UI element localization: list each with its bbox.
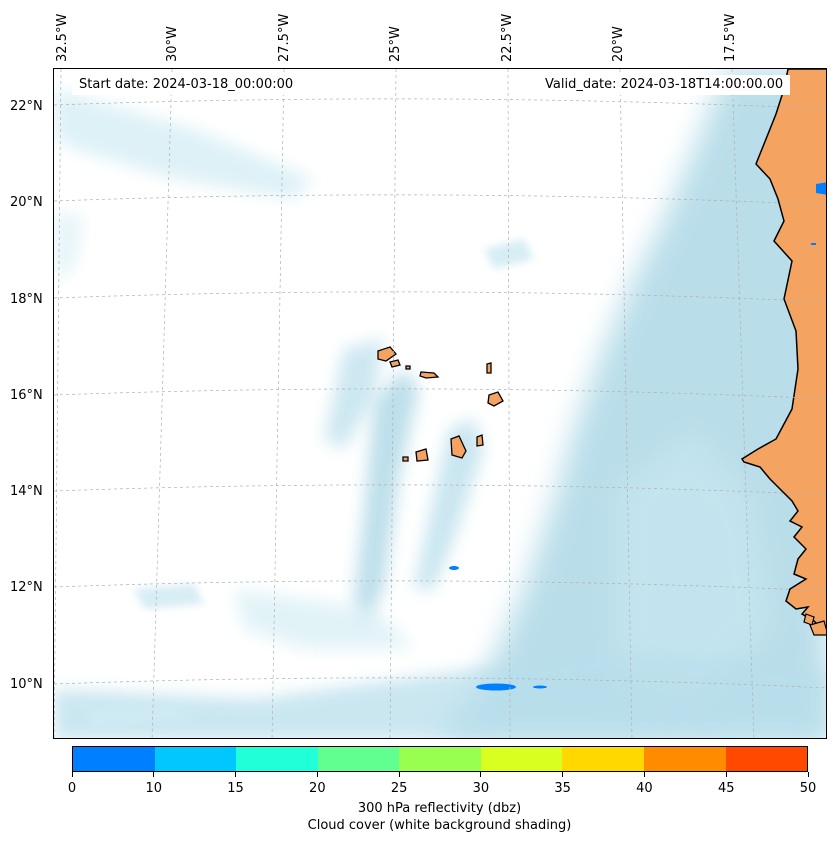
cape-verde-islands — [377, 346, 504, 462]
latitude-label: 10°N — [10, 677, 43, 692]
colorbar-tick — [480, 772, 482, 777]
latitude-label: 12°N — [10, 580, 43, 595]
colorbar-segment — [725, 747, 808, 771]
colorbar-tick-label: 40 — [636, 781, 653, 796]
reflectivity-patches — [449, 182, 826, 691]
colorbar-tick — [562, 772, 564, 777]
map-canvas — [54, 69, 826, 738]
valid-date-label: Valid_date: 2024-03-18T14:00:00.00 — [538, 75, 791, 95]
colorbar-tick-label: 50 — [799, 781, 817, 796]
colorbar-segment — [480, 747, 563, 771]
colorbar-segment — [317, 747, 400, 771]
colorbar-title: 300 hPa reflectivity (dbz) — [357, 801, 522, 816]
colorbar-segment — [236, 747, 318, 771]
latitude-label: 18°N — [10, 292, 43, 307]
latitude-label: 16°N — [10, 388, 43, 403]
map-panel — [53, 68, 827, 739]
colorbar-tick — [153, 772, 155, 777]
colorbar-tick — [398, 772, 400, 777]
colorbar-tick — [725, 772, 727, 777]
colorbar-tick-label: 10 — [145, 781, 163, 796]
colorbar-segment — [154, 747, 237, 771]
longitude-label: 30°W — [165, 26, 180, 62]
colorbar-tick-label: 0 — [67, 781, 77, 796]
colorbar-tick — [316, 772, 318, 777]
land-west-africa — [740, 69, 826, 636]
colorbar-tick — [235, 772, 237, 777]
longitude-label: 27.5°W — [277, 13, 292, 62]
colorbar-tick-label: 35 — [554, 781, 571, 796]
graticule — [54, 69, 826, 738]
colorbar-segment — [399, 747, 481, 771]
colorbar-tick-label: 30 — [472, 781, 490, 796]
longitude-label: 25°W — [388, 26, 403, 62]
colorbar-tick-label: 20 — [309, 781, 326, 796]
colorbar-subtitle: Cloud cover (white background shading) — [307, 818, 572, 833]
longitude-label: 20°W — [611, 26, 626, 62]
cloud-cover — [54, 69, 826, 738]
colorbar-tick — [643, 772, 645, 777]
start-date-label: Start date: 2024-03-18_00:00:00 — [72, 75, 301, 95]
longitude-label: 22.5°W — [500, 13, 515, 62]
colorbar-tick-label: 45 — [717, 781, 735, 796]
reflectivity-colorbar — [72, 746, 808, 772]
colorbar-segment — [643, 747, 726, 771]
colorbar-tick-label: 15 — [227, 781, 244, 796]
longitude-label: 17.5°W — [723, 13, 738, 62]
colorbar-tick — [71, 772, 73, 777]
latitude-label: 22°N — [10, 99, 43, 114]
colorbar-tick-label: 25 — [390, 781, 408, 796]
latitude-label: 20°N — [10, 195, 43, 210]
colorbar-segment — [73, 747, 155, 771]
latitude-label: 14°N — [10, 484, 43, 499]
colorbar-segment — [562, 747, 644, 771]
longitude-label: 32.5°W — [55, 13, 70, 62]
colorbar-tick — [807, 772, 809, 777]
